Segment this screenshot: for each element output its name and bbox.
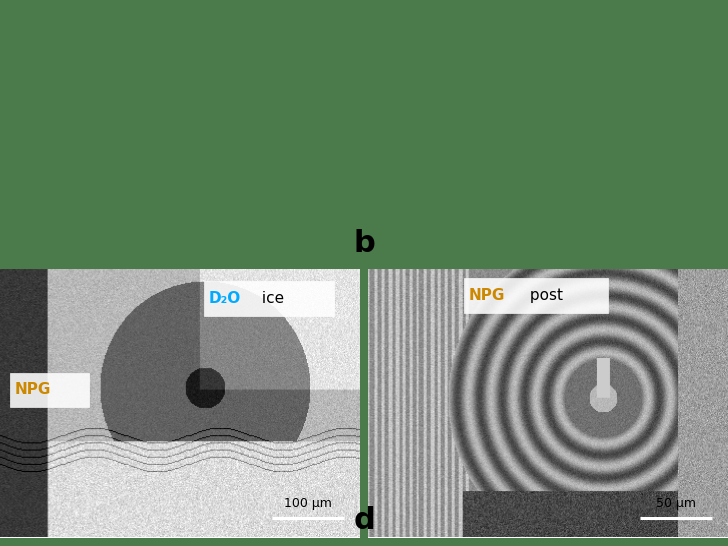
FancyBboxPatch shape (464, 278, 609, 313)
Text: D₂O: D₂O (209, 291, 241, 306)
Text: post: post (525, 288, 563, 303)
Text: d: d (354, 506, 376, 535)
Text: ice: ice (258, 291, 285, 306)
Text: NPG: NPG (469, 288, 505, 303)
Text: 50 μm: 50 μm (656, 497, 696, 510)
Text: b: b (354, 229, 376, 258)
FancyBboxPatch shape (10, 372, 90, 407)
FancyBboxPatch shape (205, 281, 334, 316)
Text: 100 μm: 100 μm (284, 497, 332, 510)
Text: NPG: NPG (15, 382, 51, 397)
